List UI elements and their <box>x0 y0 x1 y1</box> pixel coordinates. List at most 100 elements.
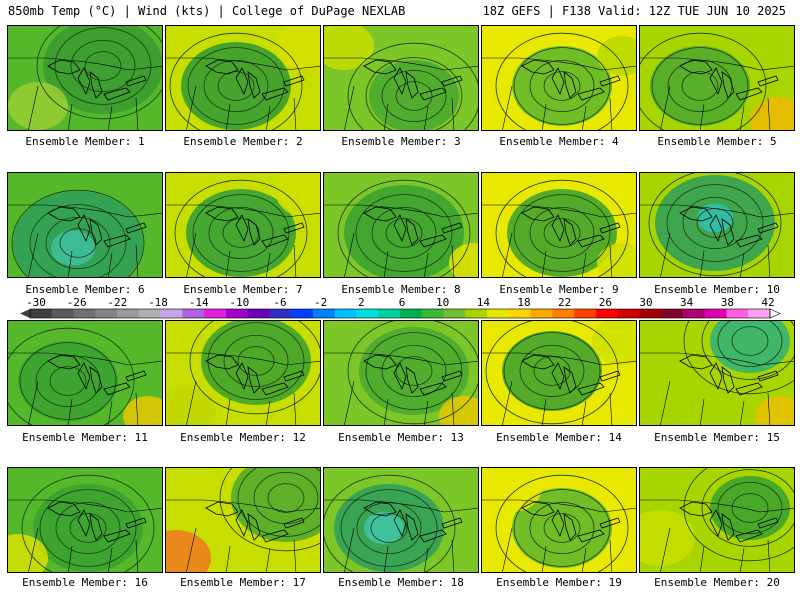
ensemble-map-panel <box>7 320 163 426</box>
temperature-field-map <box>8 321 162 425</box>
temperature-field-map <box>640 173 794 277</box>
isobar-contour <box>533 356 571 386</box>
isobar-contour <box>370 513 408 543</box>
isobar-contour <box>395 81 433 111</box>
isobar-contour <box>36 26 162 120</box>
temperature-field-map <box>324 468 478 572</box>
isobar-contour <box>371 207 437 260</box>
ensemble-member-label: Ensemble Member: 18 <box>338 576 464 589</box>
state-border-lines <box>482 57 636 130</box>
great-lakes-outline <box>205 206 305 248</box>
colorbar-segment <box>117 309 140 318</box>
colorbar-segment <box>378 309 401 318</box>
ensemble-map-panel <box>165 467 321 573</box>
isobar-contour <box>381 70 447 123</box>
colorbar-tick-label: 26 <box>599 296 612 309</box>
colorbar-segment <box>51 309 74 318</box>
great-lakes-outline <box>521 206 621 248</box>
colorbar-tick-label: 2 <box>358 296 365 309</box>
ensemble-map-panel <box>7 467 163 573</box>
isobar-contour <box>666 184 764 262</box>
ensemble-member-label: Ensemble Member: 11 <box>22 431 148 444</box>
ensemble-map-panel <box>165 320 321 426</box>
temperature-field-map <box>640 468 794 572</box>
colorbar-tick-label: 10 <box>436 296 449 309</box>
great-lakes-outline <box>205 59 305 101</box>
isobar-contour <box>54 27 152 105</box>
ensemble-map-panel <box>165 172 321 278</box>
colorbar-segment <box>574 309 597 318</box>
colorbar-segment <box>95 309 118 318</box>
state-border-lines <box>482 204 636 277</box>
isobar-contour <box>203 60 269 113</box>
ensemble-map-panel <box>7 25 163 131</box>
colorbar-tick-label: 14 <box>477 296 491 309</box>
ensemble-map-panel <box>481 467 637 573</box>
isobar-contour <box>381 344 447 398</box>
ensemble-member-label: Ensemble Member: 12 <box>180 431 306 444</box>
colorbar-tick-label: 6 <box>399 296 406 309</box>
isobar-contour <box>237 346 275 376</box>
isobar-contour <box>187 47 285 125</box>
colorbar-tick-label: -26 <box>67 296 87 309</box>
isobar-contour <box>519 344 585 398</box>
great-lakes-outline <box>47 501 147 543</box>
ensemble-map-panel <box>323 320 479 426</box>
colorbar-segment <box>334 309 357 318</box>
ensemble-member-label: Ensemble Member: 3 <box>341 135 461 148</box>
isobar-contour <box>39 489 137 567</box>
great-lakes-outline <box>47 59 147 101</box>
colorbar-tick-label: -22 <box>107 296 127 309</box>
isobar-contour <box>648 173 782 277</box>
isobar-contour <box>8 327 135 425</box>
ensemble-member-label: Ensemble Member: 17 <box>180 576 306 589</box>
ensemble-map-panel <box>639 320 795 426</box>
map-title: 850mb Temp (°C) | Wind (kts) | College o… <box>8 4 406 18</box>
isobar-contour <box>208 207 274 260</box>
colorbar-segment <box>661 309 684 318</box>
isobar-contour <box>365 57 463 130</box>
ensemble-member-label: Ensemble Member: 13 <box>338 431 464 444</box>
colorbar-segment <box>617 309 640 318</box>
colorbar-tick-label: -6 <box>273 296 286 309</box>
temperature-field-map <box>640 321 794 425</box>
isobar-contour <box>69 513 107 543</box>
colorbar-segment <box>400 309 423 318</box>
great-lakes-outline <box>205 501 305 543</box>
isobar-contour <box>11 189 145 277</box>
isobar-contour <box>513 194 611 272</box>
state-border-lines <box>166 57 320 130</box>
ensemble-member-label: Ensemble Member: 15 <box>654 431 780 444</box>
state-border-lines <box>640 57 794 130</box>
colorbar-segment <box>704 309 727 318</box>
isobar-contour <box>189 321 320 415</box>
temperature-field-map <box>166 321 320 425</box>
colorbar-segment <box>312 309 336 318</box>
isobar-contour <box>395 356 433 386</box>
ensemble-member-label: Ensemble Member: 5 <box>657 135 777 148</box>
ensemble-map-panel <box>323 25 479 131</box>
ensemble-member-label: Ensemble Member: 1 <box>25 135 145 148</box>
colorbar-segment <box>726 309 749 318</box>
colorbar-tick-label: 42 <box>761 296 774 309</box>
model-run-info: 18Z GEFS | F138 Valid: 12Z TUE JUN 10 20… <box>482 4 786 18</box>
great-lakes-outline <box>205 354 305 396</box>
isobar-contour <box>217 71 255 101</box>
state-border-lines <box>324 352 478 425</box>
great-lakes-outline <box>47 206 147 248</box>
colorbar-segment <box>682 309 706 318</box>
colorbar-segment <box>552 309 575 318</box>
ensemble-map-panel <box>481 25 637 131</box>
colorbar-tick-label: -30 <box>26 296 46 309</box>
ensemble-member-label: Ensemble Member: 16 <box>22 576 148 589</box>
isobar-contour <box>385 218 423 248</box>
temperature-field-map <box>324 26 478 130</box>
great-lakes-outline <box>521 59 621 101</box>
ensemble-member-label: Ensemble Member: 4 <box>499 135 619 148</box>
temperature-field-map <box>166 26 320 130</box>
state-border-lines <box>482 499 636 572</box>
state-border-lines <box>324 499 478 572</box>
isobar-contour <box>495 474 629 572</box>
isobar-contour <box>49 366 87 396</box>
great-lakes-outline <box>679 354 779 396</box>
